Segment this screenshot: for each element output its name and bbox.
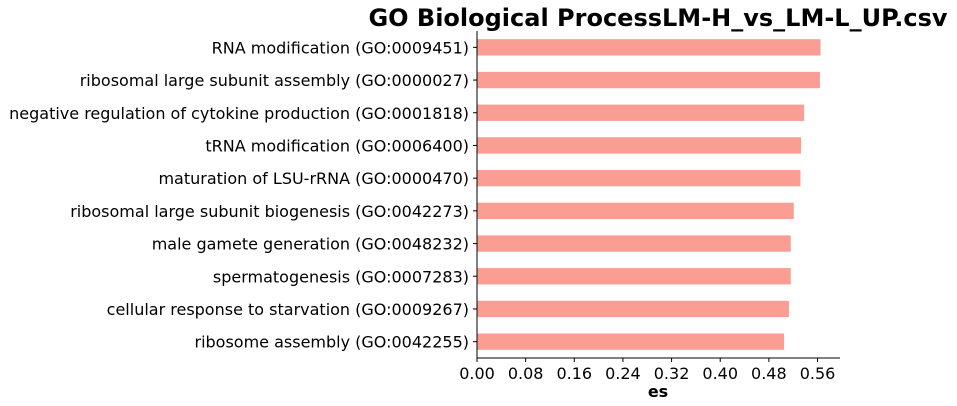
category-label: maturation of LSU-rRNA (GO:0000470) <box>158 169 469 188</box>
bar <box>477 71 820 89</box>
category-label: spermatogenesis (GO:0007283) <box>213 267 469 286</box>
x-tick-label: 0.08 <box>508 364 544 383</box>
bar <box>477 202 794 220</box>
x-tick-label: 0.48 <box>751 364 787 383</box>
category-label: RNA modification (GO:0009451) <box>212 38 469 57</box>
bar <box>477 268 791 285</box>
x-tick-label: 0.32 <box>654 364 690 383</box>
bar <box>477 137 802 154</box>
category-label: cellular response to starvation (GO:0009… <box>107 300 469 319</box>
category-labels: RNA modification (GO:0009451) ribosomal l… <box>9 38 477 352</box>
category-label: ribosomal large subunit biogenesis (GO:0… <box>70 202 469 221</box>
x-tick-label: 0.56 <box>800 364 836 383</box>
bar <box>477 169 801 187</box>
bar <box>477 104 805 121</box>
x-tick-label: 0.24 <box>605 364 641 383</box>
bar <box>477 235 791 252</box>
bars-group <box>477 39 821 350</box>
bar <box>477 300 789 318</box>
x-tick-label: 0.00 <box>459 364 495 383</box>
category-label: ribosomal large subunit assembly (GO:000… <box>80 71 469 90</box>
x-axis-ticks: 0.00 0.08 0.16 0.24 0.32 0.40 0.48 0.56 <box>459 358 835 383</box>
category-label: negative regulation of cytokine producti… <box>9 104 469 123</box>
x-tick-label: 0.16 <box>556 364 592 383</box>
category-label: tRNA modification (GO:0006400) <box>205 136 469 155</box>
x-tick-label: 0.40 <box>702 364 738 383</box>
category-label: male gamete generation (GO:0048232) <box>152 235 469 254</box>
bar <box>477 39 821 56</box>
chart-title: GO Biological ProcessLM-H_vs_LM-L_UP.csv <box>368 4 947 32</box>
bar <box>477 333 785 350</box>
category-label: ribosome assembly (GO:0042255) <box>194 333 469 352</box>
x-axis-label: es <box>648 382 668 401</box>
